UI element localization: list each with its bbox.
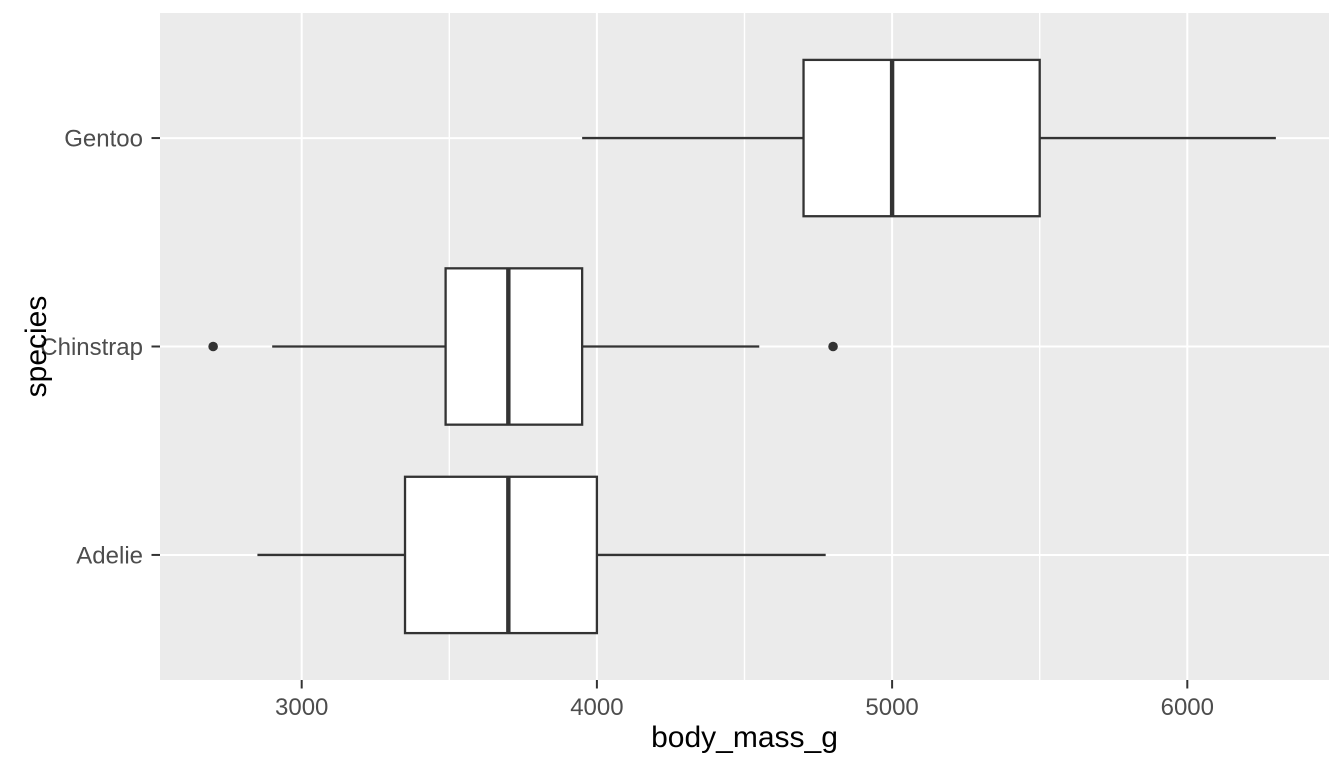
box-adelie <box>403 475 599 635</box>
outlier-point-chinstrap <box>828 341 838 352</box>
y-axis-title: species <box>20 296 53 398</box>
y-tick-label: Gentoo <box>64 126 143 153</box>
x-tick-label: 4000 <box>570 694 623 721</box>
box-chinstrap <box>444 267 584 426</box>
y-tick-label: Chinstrap <box>40 334 143 361</box>
x-tick-label: 3000 <box>275 694 328 721</box>
x-axis-title: body_mass_g <box>651 721 838 754</box>
y-tick-label: Adelie <box>76 543 143 570</box>
outlier-point-chinstrap <box>208 341 218 352</box>
box-layer <box>208 58 1276 635</box>
x-tick-label: 6000 <box>1161 694 1214 721</box>
x-tick-label: 5000 <box>865 694 918 721</box>
box-gentoo <box>802 58 1041 218</box>
axis-layer: 3000 4000 5000 6000 Gentoo Chinstrap Adelie <box>40 126 1214 721</box>
